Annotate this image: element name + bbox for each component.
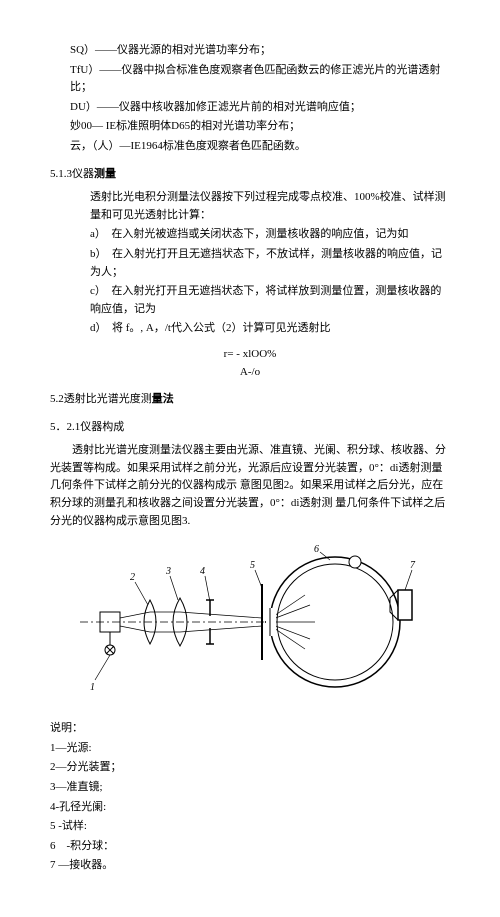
label-2: 2 (130, 572, 135, 583)
section-513-bold: 测量 (94, 168, 116, 180)
def-s00: 妙00— IE标准照明体D65的相对光谱功率分布； (70, 118, 450, 136)
label-3: 3 (165, 566, 171, 577)
label-7: 7 (410, 560, 416, 571)
formula-line2: A-/o (50, 364, 450, 382)
diagram: 1 2 3 4 5 6 7 (50, 540, 450, 710)
item-b: b） 在入射光打开且无遮挡状态下，不放试样，测量核收器的响应值，记为人； (90, 246, 450, 281)
port-mask (266, 608, 276, 636)
section-52-txt: 5.2透射比光谱光度测 (50, 393, 152, 405)
formula-block: r= - xlOO% A-/o (50, 346, 450, 381)
ray-2 (120, 626, 150, 632)
def-yun: 云，（人）—IE1964标准色度观察者色匹配函数。 (70, 138, 450, 156)
detector-join (390, 590, 398, 620)
legend-2: 2—分光装置； (50, 759, 450, 777)
def-tfu: TfU）——仪器中拟合标准色度观察者色匹配函数云的修正滤光片的光谱透射比； (70, 62, 450, 97)
section-513-num: 5.1.3仪器 (50, 168, 94, 180)
legend-title: 说明： (50, 720, 450, 738)
leader-4 (205, 576, 210, 602)
leader-7 (405, 570, 412, 590)
leader-3 (170, 576, 178, 600)
section-52-bold: 量法 (152, 393, 174, 405)
ray-6 (180, 626, 262, 632)
label-4: 4 (200, 566, 205, 577)
sec513-intro: 透射比光电积分测量法仪器按下列过程完成零点校准、100%校准、试样测量和可见光透… (90, 189, 450, 224)
legend-7: 7 —接收器。 (50, 857, 450, 875)
leader-5 (255, 570, 262, 588)
optical-diagram-svg: 1 2 3 4 5 6 7 (70, 540, 430, 710)
label-1: 1 (90, 682, 95, 693)
ray-5 (180, 612, 262, 618)
legend-1: 1—光源: (50, 740, 450, 758)
legend-block: 说明： 1—光源: 2—分光装置； 3—准直镜; 4-孔径光阑: 5 -试样: … (50, 720, 450, 875)
item-c: c） 在入射光打开且无遮挡状态下，将试样放到测量位置，测量核收器的响应值，记为 (90, 283, 450, 318)
sec521-para: 透射比光谱光度测量法仪器主要由光源、准直镜、光阑、积分球、核收器、分光装置等构成… (50, 442, 450, 530)
top-port (349, 556, 361, 568)
formula-line1: r= - xlOO% (50, 346, 450, 364)
legend-6: 6 -积分球： (50, 838, 450, 856)
leader-2 (135, 582, 148, 605)
detector-rect (398, 590, 412, 620)
label-5: 5 (250, 560, 255, 571)
item-d: d） 将 f。, A，/t代入公式（2）计算可见光透射比 (90, 320, 450, 338)
legend-3: 3—准直镜; (50, 779, 450, 797)
legend-4: 4-孔径光阑: (50, 799, 450, 817)
def-sq: SQ）——仪器光源的相对光谱功率分布； (70, 42, 450, 60)
section-513-heading: 5.1.3仪器测量 (50, 166, 450, 184)
def-du: DU）——仪器中核收器加修正滤光片前的相对光谱响应值； (70, 99, 450, 117)
leader-1 (95, 655, 110, 680)
label-6: 6 (314, 544, 319, 555)
section-521-heading: 5．2.1仪器构成 (50, 419, 450, 437)
item-a: a） 在入射光被遮挡或关闭状态下，测量核收器的响应值，记为如 (90, 226, 450, 244)
section-52-heading: 5.2透射比光谱光度测量法 (50, 391, 450, 409)
ray-1 (120, 612, 150, 618)
legend-5: 5 -试样: (50, 818, 450, 836)
